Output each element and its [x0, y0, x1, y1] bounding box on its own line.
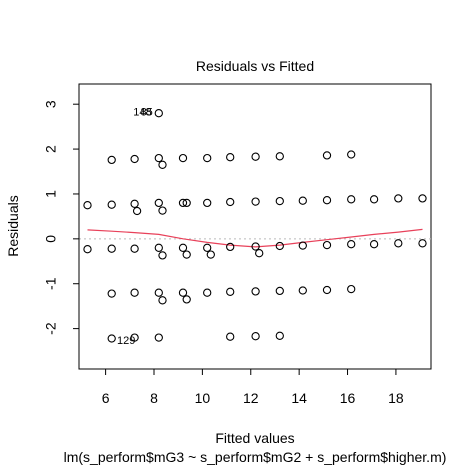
data-point	[158, 160, 167, 169]
data-point	[251, 197, 260, 206]
data-point	[154, 243, 163, 252]
data-point	[369, 240, 379, 249]
data-point	[178, 153, 188, 163]
data-point	[298, 286, 307, 295]
data-point	[418, 239, 427, 248]
data-point	[130, 333, 139, 342]
data-point	[154, 198, 163, 208]
data-point	[182, 198, 191, 208]
data-point	[130, 288, 139, 297]
x-tick-label: 18	[388, 390, 404, 406]
x-tick-label: 16	[340, 390, 356, 406]
point-label: 148	[133, 107, 151, 119]
y-tick-label: 3	[43, 100, 59, 108]
data-point	[83, 245, 92, 254]
data-point	[275, 331, 284, 340]
data-point	[130, 244, 139, 253]
plot-frame	[78, 83, 432, 370]
data-point	[322, 151, 332, 160]
data-point	[182, 295, 191, 304]
smooth-trend-line	[87, 228, 423, 248]
data-point	[226, 332, 235, 341]
data-point	[154, 109, 163, 118]
x-axis: 6 8 10 12 14 16 18	[102, 368, 404, 406]
data-point	[154, 153, 163, 163]
x-tick-label: 10	[195, 390, 211, 406]
data-point	[107, 289, 116, 298]
data-point	[418, 194, 427, 203]
data-point	[158, 251, 167, 260]
chart-title: Residuals vs Fitted	[196, 58, 314, 74]
data-point	[226, 153, 235, 162]
data-point	[107, 244, 116, 253]
data-point	[203, 243, 212, 252]
data-point	[158, 206, 167, 215]
y-tick-label: 2	[43, 145, 59, 153]
data-point	[203, 288, 212, 297]
y-tick-label: -2	[43, 322, 59, 335]
y-axis: -2 -1 0 1 2 3	[43, 100, 80, 335]
data-point	[255, 249, 264, 258]
x-axis-label: Fitted values	[215, 430, 294, 446]
data-point	[347, 150, 356, 159]
data-point	[154, 333, 163, 342]
data-point	[226, 287, 235, 296]
x-tick-label: 14	[291, 390, 307, 406]
data-point	[369, 195, 379, 204]
x-tick-label: 6	[102, 390, 110, 406]
data-point	[154, 288, 163, 297]
data-point	[322, 196, 332, 205]
data-point	[226, 197, 235, 207]
x-tick-label: 8	[150, 390, 158, 406]
data-point	[322, 285, 332, 295]
y-tick-label: 0	[43, 235, 59, 243]
data-point	[226, 242, 235, 252]
data-point	[107, 155, 116, 165]
data-point	[394, 194, 403, 203]
data-point	[178, 198, 188, 208]
y-tick-label: -1	[43, 277, 59, 290]
y-axis-label: Residuals	[5, 195, 21, 256]
data-point	[132, 206, 142, 216]
data-point	[275, 152, 284, 161]
data-point	[251, 152, 260, 161]
data-point	[251, 287, 260, 296]
x-tick-label: 12	[243, 390, 259, 406]
data-point	[158, 296, 167, 305]
model-formula: lm(s_perform$mG3 ~ s_perform$mG2 + s_per…	[64, 449, 447, 465]
point-label: 129	[117, 335, 135, 347]
data-point	[182, 250, 191, 259]
data-point	[394, 239, 403, 248]
data-point	[322, 240, 332, 250]
data-point	[206, 250, 215, 259]
y-tick-label: 1	[43, 190, 59, 198]
data-point	[347, 195, 356, 204]
data-point	[203, 153, 212, 163]
data-point	[130, 199, 139, 208]
data-point	[130, 154, 139, 164]
data-point	[275, 196, 284, 206]
data-point	[298, 196, 307, 205]
data-point	[107, 200, 116, 209]
data-point	[178, 243, 188, 252]
data-point	[347, 284, 356, 294]
data-point	[107, 334, 116, 343]
data-point	[83, 201, 92, 210]
data-point	[275, 241, 284, 251]
residual-points	[83, 109, 427, 343]
data-point	[275, 286, 284, 296]
data-point	[298, 241, 307, 250]
data-point	[251, 332, 260, 341]
data-point	[203, 198, 212, 208]
point-label: 85	[141, 107, 153, 119]
data-point	[347, 240, 356, 249]
data-point	[178, 288, 188, 297]
data-point	[251, 242, 260, 251]
